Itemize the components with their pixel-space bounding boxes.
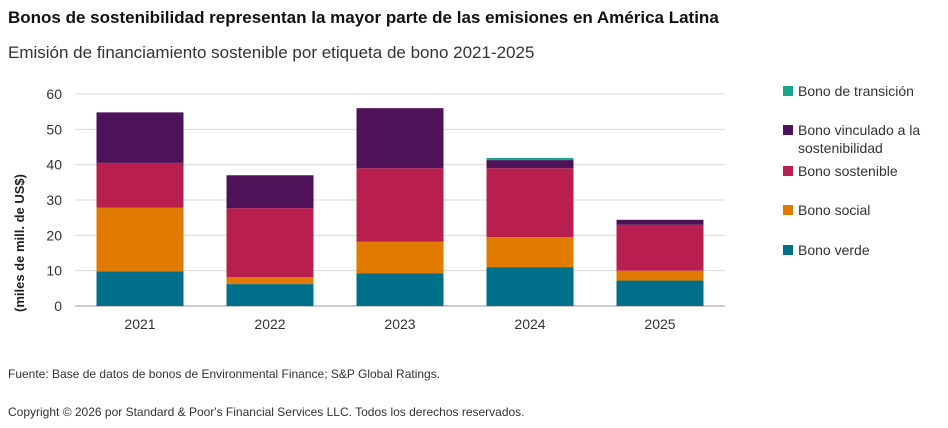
bar-segment-bono-de-transición-2024 xyxy=(486,157,574,161)
bar-segment-bono-verde-2022 xyxy=(226,284,314,306)
x-tick-label: 2021 xyxy=(124,316,155,332)
y-tick-label: 40 xyxy=(46,157,62,173)
bar-segment-bono-social-2025 xyxy=(616,270,704,281)
legend: Bono de transición Bono vinculado a la sos… xyxy=(783,83,920,258)
y-axis-title: (miles de mill. de US$) xyxy=(12,174,27,312)
legend-label: Bono vinculado a la xyxy=(798,122,920,138)
bar-segment-bono-vinculado-a-la-sostenibilidad-2025 xyxy=(616,219,704,225)
x-tick-label: 2022 xyxy=(254,316,285,332)
y-tick-label: 60 xyxy=(46,86,62,102)
bar-segment-bono-verde-2023 xyxy=(356,273,444,306)
legend-label: Bono social xyxy=(798,202,870,218)
legend-swatch xyxy=(783,205,793,215)
y-tick-label: 50 xyxy=(46,121,62,137)
bar-segment-bono-vinculado-a-la-sostenibilidad-2021 xyxy=(96,112,184,163)
legend-label: Bono de transición xyxy=(798,83,914,99)
x-axis-ticks: 2021 2022 2023 2024 2025 xyxy=(124,316,675,332)
y-axis-ticks: 0 10 20 30 40 50 60 xyxy=(46,86,62,314)
legend-label: sostenibilidad xyxy=(798,140,883,156)
y-tick-label: 30 xyxy=(46,192,62,208)
legend-label: Bono sostenible xyxy=(798,163,898,179)
bar-segment-bono-social-2023 xyxy=(356,241,444,274)
bar-segment-bono-sostenible-2022 xyxy=(226,208,314,278)
bar-segment-bono-vinculado-a-la-sostenibilidad-2022 xyxy=(226,175,314,209)
legend-swatch xyxy=(783,125,793,135)
x-tick-label: 2024 xyxy=(514,316,545,332)
bar-segment-bono-verde-2024 xyxy=(486,267,574,306)
legend-swatch xyxy=(783,245,793,255)
legend-swatch xyxy=(783,86,793,96)
bar-segment-bono-sostenible-2024 xyxy=(486,168,574,238)
bar-segment-bono-verde-2021 xyxy=(96,271,184,306)
bar-segment-bono-sostenible-2023 xyxy=(356,168,444,242)
chart-title: Bonos de sostenibilidad representan la m… xyxy=(8,8,719,27)
bar-segment-bono-verde-2025 xyxy=(616,280,704,306)
legend-label: Bono verde xyxy=(798,242,870,258)
bar-segment-bono-vinculado-a-la-sostenibilidad-2024 xyxy=(486,160,574,169)
source-note: Fuente: Base de datos de bonos de Enviro… xyxy=(8,367,441,381)
legend-swatch xyxy=(783,166,793,176)
x-tick-label: 2023 xyxy=(384,316,415,332)
copyright-note: Copyright © 2026 por Standard & Poor's F… xyxy=(8,405,525,419)
y-tick-label: 0 xyxy=(54,298,62,314)
bar-segment-bono-vinculado-a-la-sostenibilidad-2023 xyxy=(356,108,444,169)
bar-segment-bono-social-2021 xyxy=(96,207,184,272)
bar-segment-bono-social-2022 xyxy=(226,277,314,285)
y-tick-label: 10 xyxy=(46,263,62,279)
chart-subtitle: Emisión de financiamiento sostenible por… xyxy=(8,43,535,62)
bar-segment-bono-sostenible-2021 xyxy=(96,162,184,208)
bar-segment-bono-social-2024 xyxy=(486,237,574,268)
bar-segment-bono-sostenible-2025 xyxy=(616,224,704,271)
bars xyxy=(96,108,704,306)
x-tick-label: 2025 xyxy=(644,316,675,332)
y-tick-label: 20 xyxy=(46,227,62,243)
stacked-bar-chart: 0 10 20 30 40 50 60 2021 2022 2023 2024 2025 Bono … xyxy=(12,83,920,332)
